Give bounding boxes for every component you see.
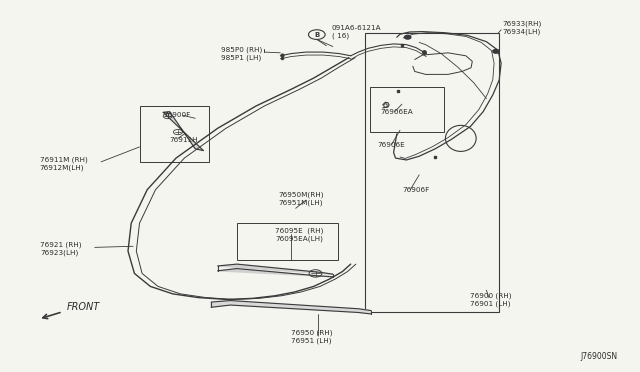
- Polygon shape: [163, 112, 204, 151]
- Text: B: B: [314, 32, 319, 38]
- Circle shape: [493, 49, 499, 53]
- Text: 76921 (RH)
76923(LH): 76921 (RH) 76923(LH): [40, 242, 82, 256]
- Text: 76095E  (RH)
76095EA(LH): 76095E (RH) 76095EA(LH): [275, 227, 324, 241]
- Text: 76950 (RH)
76951 (LH): 76950 (RH) 76951 (LH): [291, 330, 333, 344]
- Text: 985P0 (RH)
985P1 (LH): 985P0 (RH) 985P1 (LH): [221, 47, 262, 61]
- Text: FRONT: FRONT: [67, 302, 100, 312]
- Text: 76933(RH)
76934(LH): 76933(RH) 76934(LH): [502, 21, 541, 35]
- Text: 76906E: 76906E: [378, 142, 405, 148]
- Text: 76906EA: 76906EA: [381, 109, 413, 115]
- Circle shape: [404, 35, 411, 39]
- Text: 76906F: 76906F: [402, 187, 429, 193]
- Polygon shape: [211, 301, 371, 314]
- Text: 76950M(RH)
76951M(LH): 76950M(RH) 76951M(LH): [278, 192, 324, 206]
- Bar: [140, 106, 209, 162]
- Polygon shape: [218, 269, 333, 277]
- Text: 76911M (RH)
76912M(LH): 76911M (RH) 76912M(LH): [40, 157, 88, 171]
- Text: 091A6-6121A
( 16): 091A6-6121A ( 16): [332, 25, 381, 39]
- Text: J76900SN: J76900SN: [580, 352, 618, 361]
- Polygon shape: [218, 264, 333, 274]
- Bar: [370, 87, 444, 132]
- Text: 76911H: 76911H: [170, 137, 198, 142]
- Bar: [365, 33, 499, 312]
- Bar: [237, 223, 338, 260]
- Text: 76900 (RH)
76901 (LH): 76900 (RH) 76901 (LH): [470, 292, 512, 307]
- Text: 76900F: 76900F: [163, 112, 191, 118]
